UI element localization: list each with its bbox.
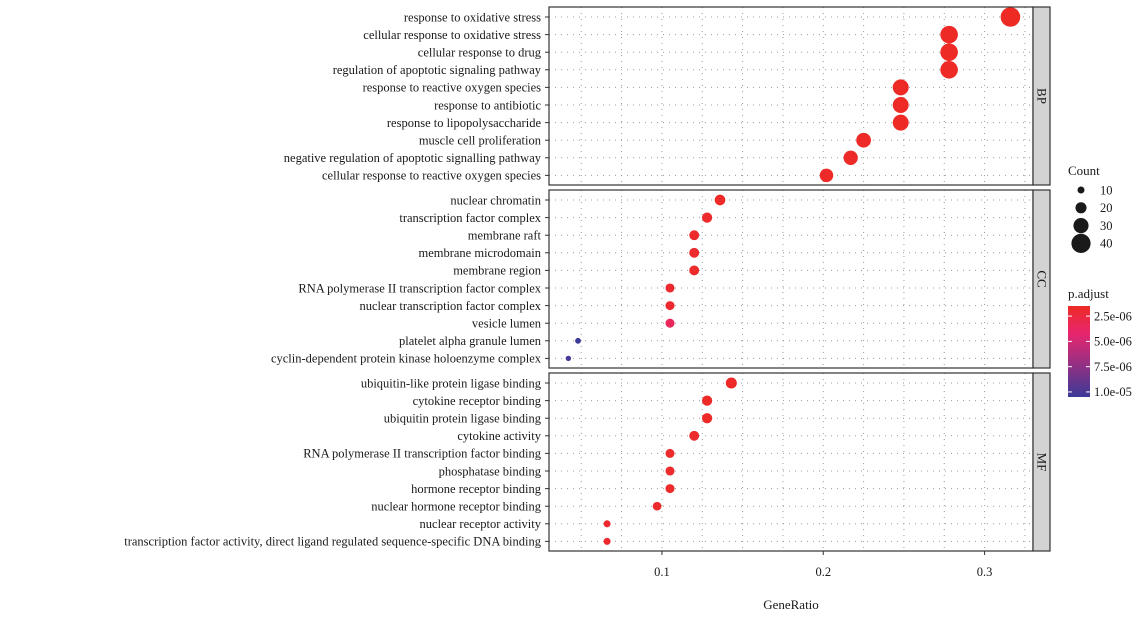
dot-point	[689, 230, 700, 241]
dot-point	[701, 413, 713, 424]
facet-strip-label: CC	[1035, 270, 1050, 287]
x-axis: 0.1 0.2 0.3	[654, 551, 992, 579]
y-tick-label: cyclin-dependent protein kinase holoenzy…	[271, 352, 542, 366]
dot-point	[701, 212, 713, 223]
dot-point	[940, 61, 958, 79]
x-tick-label: 0.2	[815, 565, 831, 579]
dot-point	[892, 97, 909, 113]
dot-point	[689, 247, 700, 258]
count-legend-dot	[1075, 202, 1087, 214]
facet-panels: response to oxidative stress cellular res…	[124, 6, 1051, 552]
panel-background	[549, 373, 1033, 551]
dot-point	[665, 283, 675, 293]
facet-strip	[1032, 6, 1051, 186]
dot-point	[665, 484, 675, 494]
panel-background	[549, 190, 1033, 368]
y-tick-label: response to lipopolysaccharide	[387, 116, 542, 130]
facet-panel-mf: ubiquitin-like protein ligase binding cyt…	[124, 372, 1051, 552]
dot-point	[819, 168, 834, 183]
dot-point	[892, 114, 909, 131]
colorbar-tick-label: 7.5e-06	[1094, 360, 1132, 374]
facet-panel-cc: nuclear chromatin transcription factor co…	[271, 189, 1051, 369]
dot-point	[603, 520, 611, 528]
dot-point	[725, 377, 737, 389]
facet-strip	[1032, 189, 1051, 369]
y-tick-label: RNA polymerase II transcription factor b…	[303, 447, 542, 461]
y-tick-label: platelet alpha granule lumen	[399, 334, 542, 348]
dot-point	[565, 355, 572, 362]
y-tick-label: phosphatase binding	[439, 464, 542, 478]
dot-point	[652, 501, 662, 511]
facet-panel-bp: response to oxidative stress cellular res…	[284, 6, 1051, 186]
y-tick-label: nuclear hormone receptor binding	[371, 500, 541, 514]
y-tick-label: vesicle lumen	[472, 317, 542, 331]
y-tick-label: cytokine receptor binding	[413, 394, 542, 408]
count-legend-dot	[1073, 218, 1089, 234]
y-tick-label: regulation of apoptotic signaling pathwa…	[333, 63, 542, 77]
p-adjust-legend-title: p.adjust	[1068, 286, 1109, 301]
y-tick-label: membrane region	[453, 264, 542, 278]
y-tick-label: hormone receptor binding	[411, 482, 542, 496]
y-tick-label: membrane raft	[468, 229, 542, 243]
colorbar-tick-label: 5.0e-06	[1094, 335, 1132, 349]
x-axis-title: GeneRatio	[763, 597, 819, 612]
count-legend-dot	[1077, 186, 1085, 194]
count-legend-label: 20	[1100, 201, 1113, 215]
y-tick-label: cellular response to reactive oxygen spe…	[322, 169, 541, 183]
facet-strip-label: BP	[1035, 88, 1050, 104]
colorbar-tick-label: 1.0e-05	[1094, 385, 1132, 399]
y-tick-label: membrane microdomain	[418, 246, 541, 260]
y-tick-label: RNA polymerase II transcription factor c…	[298, 281, 541, 295]
y-tick-label: response to antibiotic	[434, 98, 541, 112]
y-tick-label: nuclear transcription factor complex	[359, 299, 541, 313]
y-tick-label: nuclear chromatin	[450, 193, 541, 207]
facet-strip	[1032, 372, 1051, 552]
dot-point	[689, 430, 700, 441]
dot-point	[603, 537, 611, 545]
dot-point	[1000, 7, 1021, 27]
dot-point	[689, 265, 700, 276]
count-legend-label: 40	[1100, 237, 1113, 251]
dot-point	[843, 150, 858, 165]
x-tick-label: 0.3	[977, 565, 993, 579]
count-legend-label: 10	[1100, 183, 1113, 197]
dot-point	[940, 25, 958, 44]
dot-point	[856, 132, 871, 148]
y-tick-label: transcription factor complex	[399, 211, 541, 225]
dot-point	[940, 43, 958, 61]
count-legend-label: 30	[1100, 219, 1113, 233]
count-legend-dot	[1071, 233, 1091, 253]
y-tick-label: response to oxidative stress	[404, 10, 541, 24]
y-tick-label: cellular response to oxidative stress	[363, 28, 541, 42]
y-tick-label: muscle cell proliferation	[419, 134, 542, 148]
dot-point	[665, 448, 675, 458]
y-tick-label: negative regulation of apoptotic signall…	[284, 151, 542, 165]
y-tick-label: ubiquitin protein ligase binding	[384, 412, 542, 426]
p-adjust-colorbar	[1068, 306, 1090, 397]
y-tick-label: response to reactive oxygen species	[363, 81, 542, 95]
p-adjust-legend: p.adjust 2.5e-06 5.0e-06 7.5e-06 1.0e-05	[1068, 286, 1132, 399]
y-tick-label: cytokine activity	[457, 429, 541, 443]
x-tick-label: 0.1	[654, 565, 670, 579]
dot-point	[665, 318, 675, 328]
colorbar-tick-label: 2.5e-06	[1094, 309, 1132, 323]
dot-point	[665, 466, 675, 476]
y-tick-label: nuclear receptor activity	[420, 517, 542, 531]
dot-point	[575, 337, 581, 344]
count-legend-title: Count	[1068, 163, 1100, 178]
facet-strip-label: MF	[1035, 453, 1050, 472]
dot-point	[701, 395, 713, 406]
dot-point	[665, 301, 675, 311]
dot-point	[714, 194, 726, 206]
y-tick-label: transcription factor activity, direct li…	[124, 535, 541, 549]
dot-point	[892, 79, 909, 96]
y-tick-label: ubiquitin-like protein ligase binding	[361, 376, 542, 390]
y-tick-label: cellular response to drug	[418, 46, 542, 60]
